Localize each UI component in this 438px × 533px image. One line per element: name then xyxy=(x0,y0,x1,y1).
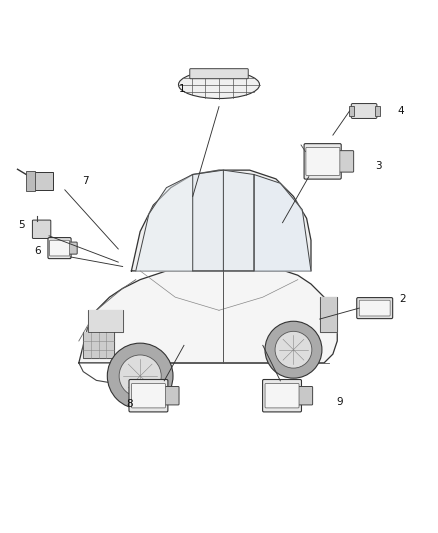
Circle shape xyxy=(119,355,161,397)
Text: 8: 8 xyxy=(126,399,133,409)
FancyBboxPatch shape xyxy=(375,106,380,116)
FancyBboxPatch shape xyxy=(68,242,77,254)
FancyBboxPatch shape xyxy=(357,297,392,319)
FancyBboxPatch shape xyxy=(129,379,168,412)
Circle shape xyxy=(265,321,322,378)
FancyBboxPatch shape xyxy=(131,384,166,408)
Text: 2: 2 xyxy=(399,294,406,304)
FancyBboxPatch shape xyxy=(298,386,313,405)
FancyBboxPatch shape xyxy=(34,172,53,190)
FancyBboxPatch shape xyxy=(351,103,377,118)
FancyBboxPatch shape xyxy=(304,143,341,179)
Polygon shape xyxy=(254,174,311,271)
FancyBboxPatch shape xyxy=(359,300,390,316)
FancyBboxPatch shape xyxy=(349,106,354,116)
FancyBboxPatch shape xyxy=(32,220,51,238)
FancyBboxPatch shape xyxy=(265,384,299,408)
Polygon shape xyxy=(136,174,193,271)
Text: 4: 4 xyxy=(397,106,404,116)
FancyBboxPatch shape xyxy=(49,240,70,256)
FancyBboxPatch shape xyxy=(338,151,353,172)
Polygon shape xyxy=(83,332,114,359)
Circle shape xyxy=(107,343,173,409)
Polygon shape xyxy=(320,297,337,332)
FancyBboxPatch shape xyxy=(26,171,35,191)
Text: 3: 3 xyxy=(375,161,382,171)
Circle shape xyxy=(275,332,312,368)
Ellipse shape xyxy=(179,71,259,99)
Text: 1: 1 xyxy=(178,84,185,94)
Polygon shape xyxy=(193,170,223,271)
FancyBboxPatch shape xyxy=(48,238,71,259)
Polygon shape xyxy=(88,310,123,332)
FancyBboxPatch shape xyxy=(306,147,340,175)
FancyBboxPatch shape xyxy=(190,69,248,79)
Text: 9: 9 xyxy=(336,397,343,407)
Polygon shape xyxy=(131,170,311,271)
FancyBboxPatch shape xyxy=(165,386,179,405)
Polygon shape xyxy=(223,170,254,271)
FancyBboxPatch shape xyxy=(263,379,301,412)
Text: 7: 7 xyxy=(82,176,89,186)
Text: 5: 5 xyxy=(18,220,25,230)
Polygon shape xyxy=(79,271,337,363)
Text: 6: 6 xyxy=(34,246,41,256)
